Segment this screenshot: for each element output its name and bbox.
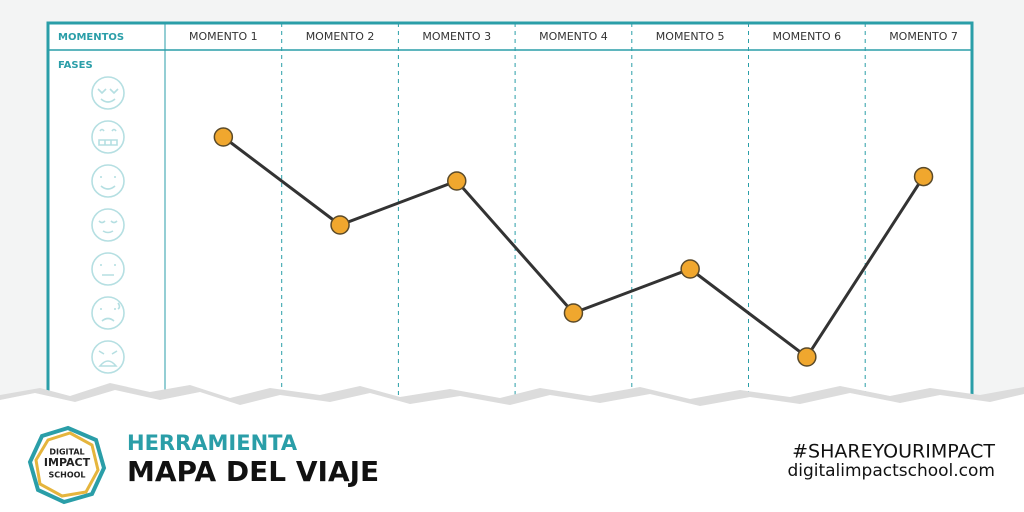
- point: [213, 127, 234, 147]
- face-sad: [91, 296, 125, 330]
- logo-text: DIGITAL: [49, 448, 84, 457]
- hashtag: #SHAREYOURIMPACT: [792, 441, 995, 463]
- face-smile: [91, 164, 125, 198]
- phase-icons: [91, 76, 125, 374]
- point: [913, 166, 934, 187]
- point: [563, 303, 584, 323]
- x-tick-label: MOMENTO 1: [189, 30, 258, 43]
- x-tick-label: MOMENTO 3: [422, 30, 491, 43]
- footer-title: MAPA DEL VIAJE: [127, 455, 379, 488]
- x-tick-label: MOMENTO 4: [539, 30, 608, 43]
- face-love: [91, 76, 125, 110]
- x-tick-label: MOMENTO 2: [306, 30, 375, 43]
- point: [330, 215, 350, 235]
- kicker: HERRAMIENTA: [127, 431, 298, 455]
- x-tick-label: MOMENTO 6: [772, 30, 841, 43]
- x-tick-label: MOMENTO 7: [889, 30, 958, 43]
- face-grin: [91, 120, 125, 154]
- torn-paper: [0, 390, 1024, 512]
- point: [797, 347, 817, 367]
- face-content: [91, 208, 125, 242]
- logo-text: IMPACT: [44, 456, 91, 469]
- x-tick-label: MOMENTO 5: [656, 30, 725, 43]
- frame: [46, 21, 974, 425]
- y-axis-title: FASES: [58, 60, 93, 71]
- x-axis-title: MOMENTOS: [58, 32, 124, 43]
- face-distress: [91, 340, 125, 374]
- point: [680, 259, 700, 279]
- plot: MOMENTO 1 MOMENTO 2 MOMENTO 3 MOMENTO 4 MOME…: [164, 23, 958, 422]
- face-neutral: [91, 252, 125, 286]
- logo-text: SCHOOL: [48, 471, 85, 480]
- point: [447, 171, 467, 191]
- url: digitalimpactschool.com: [787, 461, 995, 481]
- logo: DIGITAL IMPACT SCHOOL: [27, 425, 107, 505]
